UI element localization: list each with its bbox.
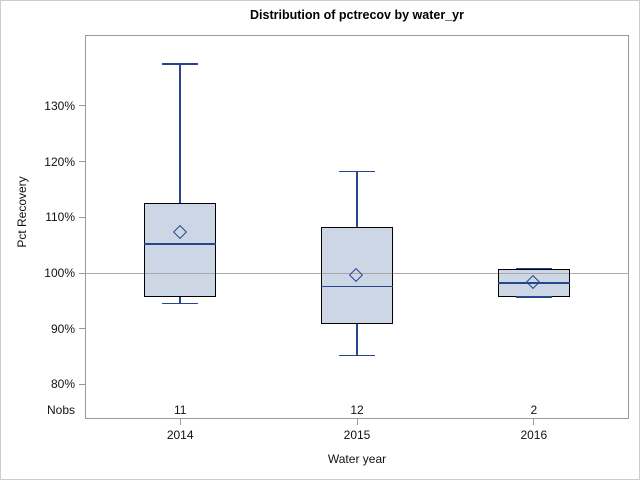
- y-tick-mark: [79, 383, 85, 385]
- y-tick-mark: [79, 272, 85, 274]
- whisker-cap-top: [162, 63, 199, 65]
- whisker-cap-bottom: [162, 302, 199, 305]
- y-tick-label: 130%: [44, 98, 75, 113]
- y-tick-label: 110%: [45, 210, 75, 225]
- x-tick-label: 2015: [343, 428, 371, 442]
- whisker-cap-bottom: [515, 296, 552, 298]
- whisker-cap-top: [515, 267, 552, 270]
- whisker-upper: [356, 171, 358, 227]
- x-tick-label: 2016: [520, 428, 548, 442]
- median-line: [497, 282, 570, 284]
- x-axis-label: Water year: [327, 452, 387, 466]
- whisker-lower: [356, 323, 358, 356]
- nobs-value: 12: [350, 403, 364, 417]
- y-tick-label: 80%: [50, 377, 75, 392]
- whisker-cap-top: [339, 170, 375, 173]
- y-tick-mark: [79, 216, 85, 218]
- whisker-cap-bottom: [339, 354, 375, 357]
- box-border: [321, 226, 393, 324]
- y-tick-label: 100%: [44, 266, 75, 280]
- y-tick-mark: [79, 328, 85, 330]
- nobs-value: 2: [530, 403, 538, 417]
- box-fill: [144, 202, 217, 297]
- y-tick-mark: [79, 105, 85, 107]
- whisker-lower: [179, 296, 181, 304]
- box-border: [144, 202, 217, 297]
- median-line: [144, 243, 217, 245]
- plot-frame: [85, 35, 629, 419]
- y-tick-label: 120%: [44, 154, 75, 169]
- y-tick-label: 90%: [50, 321, 75, 336]
- x-tick-mark: [179, 419, 181, 425]
- whisker-upper: [179, 64, 181, 203]
- nobs-row-label: Nobs: [46, 403, 75, 417]
- x-tick-mark: [356, 419, 358, 425]
- chart-title: Distribution of pctrecov by water_yr: [250, 8, 464, 22]
- nobs-value: 11: [173, 403, 187, 417]
- reference-line: [85, 272, 629, 274]
- median-line: [321, 285, 393, 288]
- x-tick-mark: [533, 419, 535, 425]
- x-tick-label: 2014: [166, 428, 194, 442]
- y-tick-mark: [79, 161, 85, 163]
- box-fill: [321, 226, 393, 324]
